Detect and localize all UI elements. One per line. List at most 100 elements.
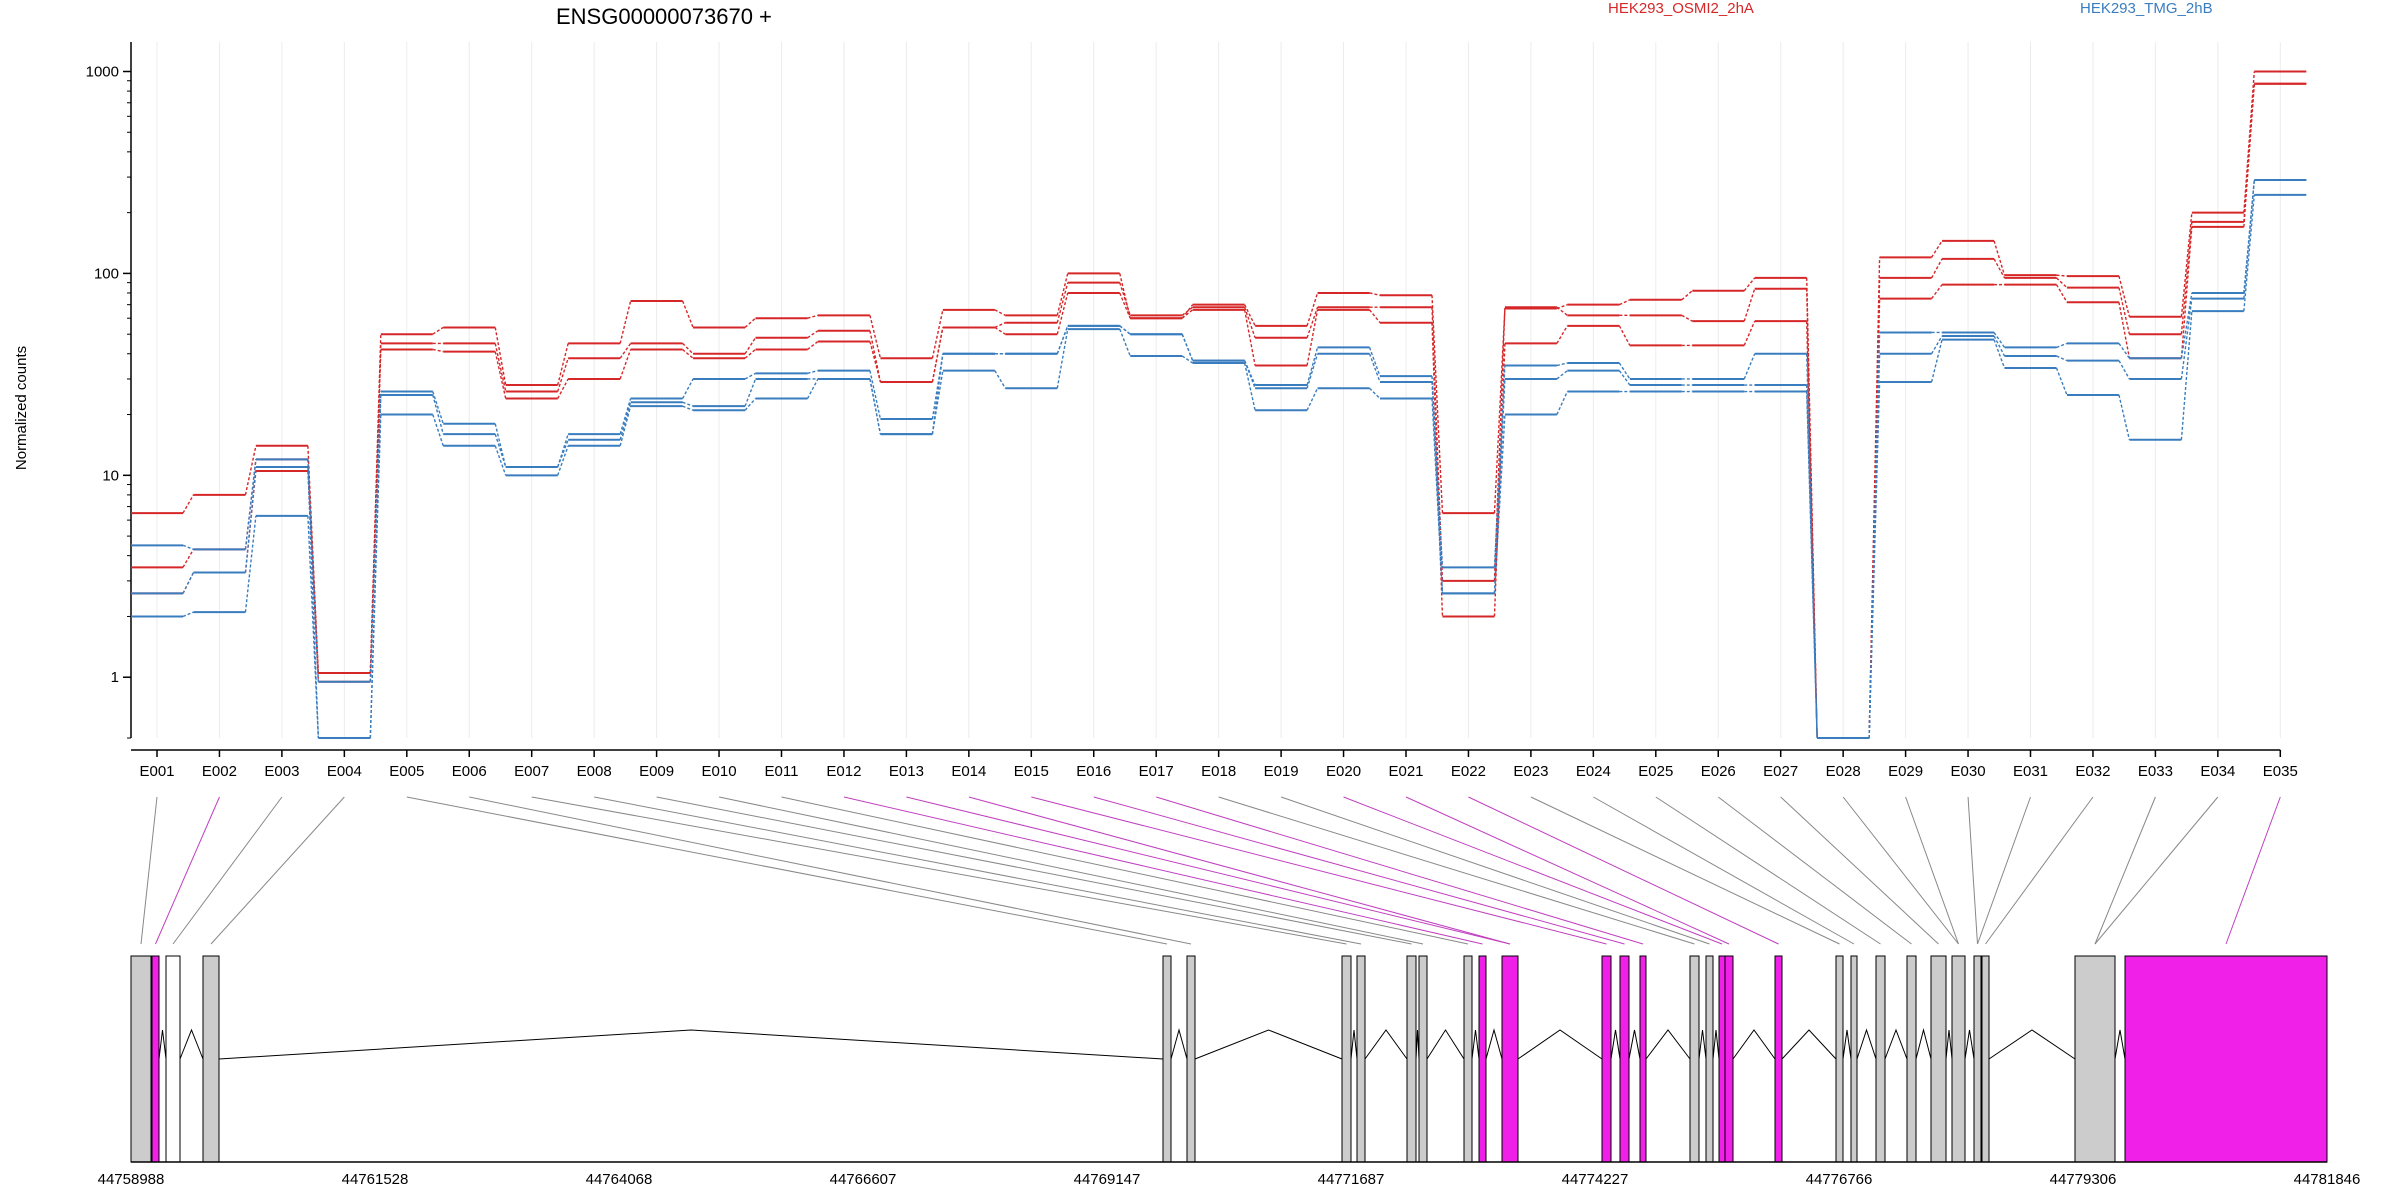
step-connector bbox=[744, 372, 756, 380]
step-connector bbox=[432, 394, 444, 435]
x-tick-label: E001 bbox=[139, 763, 174, 780]
step-connector bbox=[807, 340, 819, 351]
step-connector bbox=[1431, 295, 1444, 514]
x-tick-label: E008 bbox=[577, 763, 612, 780]
step-connector bbox=[1181, 309, 1194, 319]
x-tick-label: E018 bbox=[1201, 763, 1236, 780]
exon-connector bbox=[1655, 796, 1881, 945]
step-connector bbox=[494, 445, 507, 476]
exon-connector bbox=[781, 796, 1469, 945]
step-connector bbox=[557, 358, 569, 392]
exon-box bbox=[1186, 955, 1196, 1163]
intron-line bbox=[2114, 1029, 2126, 1060]
step-connector bbox=[1119, 273, 1131, 319]
x-tick-label: E030 bbox=[1951, 763, 1986, 780]
step-connector bbox=[1306, 353, 1319, 389]
step-connector bbox=[2056, 342, 2068, 349]
x-tick-label: E025 bbox=[1638, 763, 1673, 780]
step-connector bbox=[1369, 292, 1381, 296]
exon-connector bbox=[155, 796, 220, 945]
exon-box bbox=[1418, 955, 1428, 1163]
step-connector bbox=[619, 349, 632, 380]
step-connector bbox=[2243, 194, 2255, 312]
genomic-tick-label: 44766607 bbox=[830, 1171, 897, 1188]
x-tick-label: E015 bbox=[1014, 763, 1049, 780]
step-connector bbox=[1306, 307, 1319, 338]
intron-line bbox=[218, 1029, 1164, 1060]
exon-connector bbox=[594, 796, 1362, 945]
step-connector bbox=[1618, 362, 1631, 380]
step-connector bbox=[1993, 339, 2006, 369]
step-connector bbox=[1868, 298, 1881, 739]
x-tick-label: E009 bbox=[639, 763, 674, 780]
step-connector bbox=[1244, 360, 1256, 386]
x-tick-label: E012 bbox=[826, 763, 861, 780]
exon-connector bbox=[531, 796, 1347, 945]
step-connector bbox=[1119, 282, 1131, 316]
x-tick-label: E032 bbox=[2075, 763, 2110, 780]
step-connector bbox=[1556, 306, 1568, 316]
step-connector bbox=[369, 414, 382, 739]
intron-line bbox=[1350, 1029, 1358, 1060]
step-connector bbox=[1431, 322, 1444, 617]
step-connector bbox=[744, 337, 757, 355]
step-connector bbox=[869, 378, 882, 435]
step-connector bbox=[1993, 332, 2006, 348]
exon-connector bbox=[1405, 796, 1730, 945]
step-connector bbox=[681, 378, 694, 399]
step-connector bbox=[1306, 292, 1319, 327]
step-connector bbox=[1056, 282, 1069, 323]
step-connector bbox=[1931, 240, 1943, 258]
step-connector bbox=[744, 317, 756, 328]
genomic-tick-label: 44776766 bbox=[1806, 1171, 1873, 1188]
step-connector bbox=[1181, 306, 1194, 316]
exon-connector bbox=[1717, 796, 1912, 945]
step-connector bbox=[307, 459, 320, 682]
step-connector bbox=[182, 548, 195, 568]
genomic-tick-label: 44758988 bbox=[98, 1171, 165, 1188]
step-connector bbox=[994, 326, 1006, 335]
step-connector bbox=[1243, 309, 1256, 366]
genomic-tick-label: 44774227 bbox=[1562, 1171, 1629, 1188]
exon-connector bbox=[2094, 796, 2156, 945]
step-connector bbox=[931, 370, 944, 435]
exon-connector bbox=[1280, 796, 1710, 945]
intron-line bbox=[1471, 1029, 1480, 1060]
exon-box bbox=[1619, 955, 1630, 1163]
step-connector bbox=[494, 343, 507, 392]
step-connector bbox=[494, 351, 507, 399]
exon-connector bbox=[1967, 796, 1978, 945]
step-connector bbox=[2118, 287, 2131, 335]
exon-box bbox=[1850, 955, 1858, 1163]
intron-line bbox=[1842, 1029, 1852, 1060]
step-connector bbox=[1556, 370, 1568, 380]
x-tick-label: E027 bbox=[1763, 763, 1798, 780]
gene-model: 44758988 44761528 44764068 44766607 44769147… bbox=[98, 955, 2360, 1188]
step-connector bbox=[682, 342, 694, 355]
step-connector bbox=[1993, 335, 2006, 357]
exon-box bbox=[1601, 955, 1612, 1163]
step-connector bbox=[682, 348, 694, 359]
exon-box bbox=[1724, 955, 1734, 1163]
intron-line bbox=[1610, 1029, 1621, 1060]
x-tick-label: E026 bbox=[1701, 763, 1736, 780]
step-connector bbox=[994, 309, 1006, 316]
intron-line bbox=[1628, 1029, 1641, 1060]
intron-line bbox=[1170, 1028, 1188, 1060]
exon-connector bbox=[968, 796, 1511, 945]
step-connector bbox=[2180, 292, 2193, 359]
step-connector bbox=[1556, 325, 1568, 344]
step-connector bbox=[744, 348, 756, 359]
step-connector bbox=[1056, 292, 1069, 335]
step-connector bbox=[994, 322, 1006, 329]
step-connector bbox=[1868, 381, 1881, 739]
genomic-tick-label: 44764068 bbox=[586, 1171, 653, 1188]
step-connector bbox=[432, 326, 444, 335]
x-tick-label: E005 bbox=[389, 763, 424, 780]
step-connector bbox=[1743, 288, 1756, 322]
step-connector bbox=[619, 402, 632, 440]
step-connector bbox=[2056, 274, 2068, 277]
genomic-tick-label: 44779306 bbox=[2050, 1171, 2117, 1188]
exon-connector bbox=[469, 796, 1192, 945]
step-connector bbox=[2180, 221, 2193, 335]
